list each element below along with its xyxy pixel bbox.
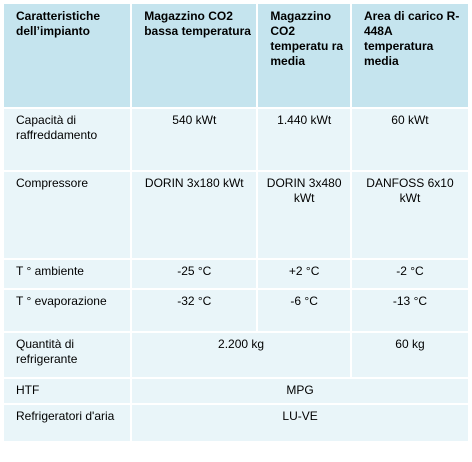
ambient-temperature-loading: -2 °C [351, 260, 468, 288]
row-cooling-capacity: Capacità di raffreddamento 540 kWt 1.440… [4, 109, 468, 170]
air-coolers-label: Refrigeratori d'aria [4, 405, 131, 441]
compressor-loading: DANFOSS 6x10 kWt [351, 172, 468, 258]
compressor-medium: DORIN 3x480 kWt [258, 172, 350, 258]
evaporation-temperature-label: T ° evaporazione [4, 290, 131, 331]
compressor-label: Compressore [4, 172, 131, 258]
row-evaporation-temperature: T ° evaporazione -32 °C -6 °C -13 °C [4, 290, 468, 331]
row-compressor: Compressore DORIN 3x180 kWt DORIN 3x480 … [4, 172, 468, 258]
evaporation-temperature-low: -32 °C [132, 290, 257, 331]
refrigerant-quantity-label: Quantità di refrigerante [4, 333, 131, 377]
header-loading-area: Area di carico R-448A temperatura media [351, 4, 468, 107]
header-row: Caratteristiche dell’impianto Magazzino … [4, 4, 468, 107]
row-refrigerant-quantity: Quantità di refrigerante 2.200 kg 60 kg [4, 333, 468, 377]
row-air-coolers: Refrigeratori d'aria LU-VE [4, 405, 468, 441]
specifications-table: Caratteristiche dell’impianto Magazzino … [2, 2, 470, 443]
cooling-capacity-label: Capacità di raffreddamento [4, 109, 131, 170]
row-htf: HTF MPG [4, 379, 468, 403]
row-ambient-temperature: T ° ambiente -25 °C +2 °C -2 °C [4, 260, 468, 288]
ambient-temperature-low: -25 °C [132, 260, 257, 288]
cooling-capacity-low: 540 kWt [132, 109, 257, 170]
ambient-temperature-medium: +2 °C [258, 260, 350, 288]
htf-label: HTF [4, 379, 131, 403]
evaporation-temperature-loading: -13 °C [351, 290, 468, 331]
htf-value: MPG [132, 379, 468, 403]
refrigerant-quantity-loading: 60 kg [351, 333, 468, 377]
header-co2-low-temp-warehouse: Magazzino CO2 bassa temperatura [132, 4, 257, 107]
cooling-capacity-medium: 1.440 kWt [258, 109, 350, 170]
header-co2-medium-temp-warehouse: Magazzino CO2 temperatu ra media [258, 4, 350, 107]
cooling-capacity-loading: 60 kWt [351, 109, 468, 170]
ambient-temperature-label: T ° ambiente [4, 260, 131, 288]
evaporation-temperature-medium: -6 °C [258, 290, 350, 331]
refrigerant-quantity-co2: 2.200 kg [132, 333, 350, 377]
air-coolers-value: LU-VE [132, 405, 468, 441]
header-system-features: Caratteristiche dell’impianto [4, 4, 131, 107]
compressor-low: DORIN 3x180 kWt [132, 172, 257, 258]
